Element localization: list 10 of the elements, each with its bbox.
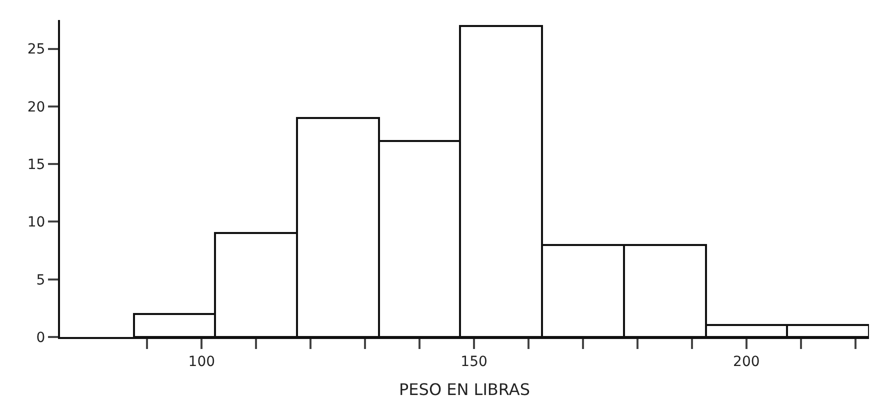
y-tick-label: 25 [27, 42, 46, 58]
y-tick-label: 5 [36, 272, 46, 288]
y-tick-label: 20 [27, 99, 46, 116]
x-axis-title: PESO EN LIBRAS [399, 380, 530, 399]
y-tick-label: 0 [36, 330, 46, 346]
x-tick-label: 100 [188, 354, 216, 370]
y-tick-label: 15 [27, 156, 46, 173]
y-tick-label: 10 [27, 214, 46, 231]
x-tick-label: 200 [733, 354, 760, 370]
x-tick-label: 150 [460, 354, 488, 370]
